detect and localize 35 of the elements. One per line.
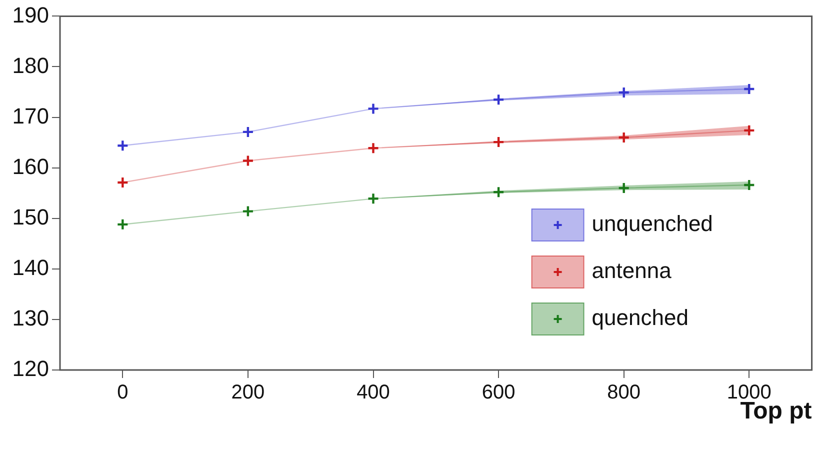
point bbox=[367, 102, 380, 115]
point bbox=[492, 136, 505, 148]
point bbox=[743, 124, 756, 137]
point bbox=[492, 186, 505, 198]
point bbox=[618, 131, 630, 144]
y-tick-label: 160 bbox=[12, 154, 49, 179]
x-tick-label: 600 bbox=[482, 382, 516, 404]
y-tick-label: 130 bbox=[12, 306, 49, 331]
point bbox=[743, 178, 756, 192]
y-tick-label: 120 bbox=[12, 356, 49, 382]
y-tick-label: 180 bbox=[12, 52, 49, 78]
y-tick-label: 140 bbox=[12, 254, 49, 280]
point bbox=[242, 126, 254, 138]
point bbox=[367, 142, 380, 154]
x-tick-label: 0 bbox=[117, 382, 128, 404]
point bbox=[618, 182, 630, 194]
point bbox=[116, 176, 129, 189]
point bbox=[116, 218, 129, 231]
point bbox=[116, 139, 129, 152]
x-tick-label: 800 bbox=[607, 382, 641, 404]
x-axis-title: Top pt bbox=[740, 398, 812, 425]
legend-label: antenna bbox=[592, 258, 672, 284]
x-tick-label: 400 bbox=[356, 382, 390, 404]
point bbox=[367, 192, 380, 205]
x-tick-label: 200 bbox=[231, 382, 265, 404]
point bbox=[242, 154, 254, 167]
point bbox=[492, 93, 505, 106]
point bbox=[743, 82, 756, 96]
y-tick-label: 190 bbox=[12, 2, 49, 28]
legend-label: quenched bbox=[592, 305, 688, 330]
point bbox=[618, 86, 630, 99]
legend-label: unquenched bbox=[592, 211, 713, 236]
point bbox=[242, 205, 254, 218]
y-tick-label: 170 bbox=[12, 103, 49, 128]
y-tick-label: 150 bbox=[12, 204, 49, 230]
